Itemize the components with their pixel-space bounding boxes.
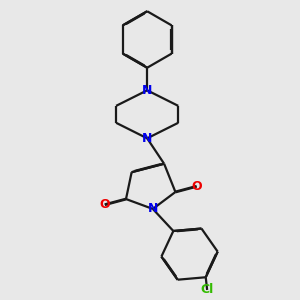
- Text: Cl: Cl: [200, 284, 214, 296]
- Text: O: O: [191, 180, 202, 193]
- Text: N: N: [148, 202, 158, 215]
- Text: N: N: [142, 132, 152, 145]
- Text: N: N: [142, 84, 152, 97]
- Text: O: O: [100, 198, 110, 211]
